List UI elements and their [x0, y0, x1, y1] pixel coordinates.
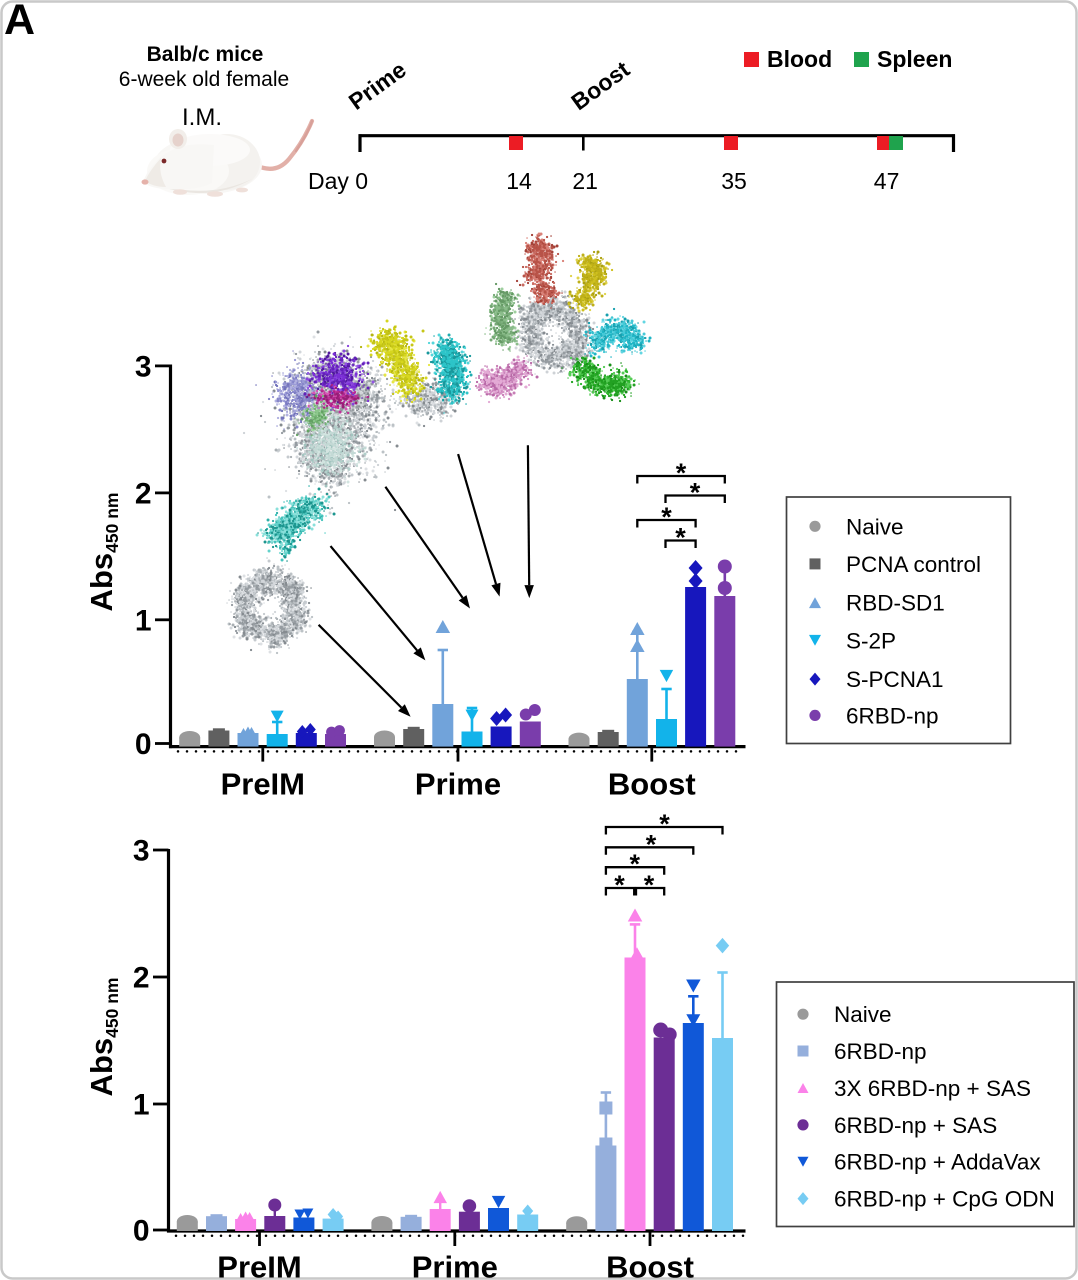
svg-text:*: * [661, 502, 672, 532]
svg-text:0: 0 [135, 728, 152, 761]
svg-text:6RBD-np + AddaVax: 6RBD-np + AddaVax [834, 1150, 1041, 1175]
svg-text:Boost: Boost [606, 1249, 694, 1280]
svg-text:47: 47 [874, 168, 900, 194]
svg-text:*: * [690, 478, 701, 508]
svg-text:21: 21 [572, 168, 598, 194]
svg-text:3: 3 [135, 350, 152, 383]
svg-text:S-PCNA1: S-PCNA1 [846, 667, 944, 692]
svg-text:*: * [614, 870, 625, 900]
svg-text:PCNA control: PCNA control [846, 552, 981, 577]
svg-text:2: 2 [135, 477, 152, 510]
svg-text:PreIM: PreIM [221, 767, 305, 802]
svg-text:S-2P: S-2P [846, 628, 896, 653]
svg-text:3X 6RBD-np + SAS: 3X 6RBD-np + SAS [834, 1076, 1031, 1101]
svg-text:6RBD-np: 6RBD-np [846, 703, 939, 728]
svg-text:Spleen: Spleen [877, 46, 952, 72]
svg-text:*: * [629, 849, 640, 879]
svg-text:Abs450 nm: Abs450 nm [84, 493, 122, 612]
svg-text:Blood: Blood [767, 46, 832, 72]
svg-text:Naive: Naive [834, 1002, 892, 1027]
svg-text:Day 0: Day 0 [308, 168, 368, 194]
svg-text:A: A [4, 0, 35, 44]
svg-text:Balb/c mice: Balb/c mice [147, 43, 264, 66]
svg-text:1: 1 [135, 604, 152, 637]
svg-text:Abs450 nm: Abs450 nm [84, 978, 122, 1097]
svg-text:Naive: Naive [846, 514, 904, 539]
svg-text:0: 0 [133, 1215, 150, 1248]
svg-text:PreIM: PreIM [217, 1249, 301, 1280]
svg-text:1: 1 [133, 1089, 150, 1122]
svg-text:Prime: Prime [412, 1249, 498, 1280]
svg-text:Prime: Prime [415, 767, 501, 802]
svg-text:RBD-SD1: RBD-SD1 [846, 591, 945, 616]
svg-text:*: * [659, 809, 670, 839]
svg-text:6RBD-np: 6RBD-np [834, 1039, 927, 1064]
svg-text:*: * [676, 458, 687, 488]
svg-text:2: 2 [133, 962, 150, 995]
svg-text:*: * [646, 829, 657, 859]
svg-text:6-week old female: 6-week old female [119, 68, 289, 91]
svg-text:*: * [644, 870, 655, 900]
svg-text:6RBD-np + CpG ODN: 6RBD-np + CpG ODN [834, 1187, 1055, 1212]
svg-text:35: 35 [721, 168, 747, 194]
svg-text:14: 14 [506, 168, 532, 194]
svg-text:3: 3 [133, 835, 150, 868]
svg-text:*: * [675, 523, 686, 553]
svg-text:6RBD-np + SAS: 6RBD-np + SAS [834, 1113, 997, 1138]
svg-text:I.M.: I.M. [182, 104, 222, 131]
svg-text:Boost: Boost [608, 767, 696, 802]
